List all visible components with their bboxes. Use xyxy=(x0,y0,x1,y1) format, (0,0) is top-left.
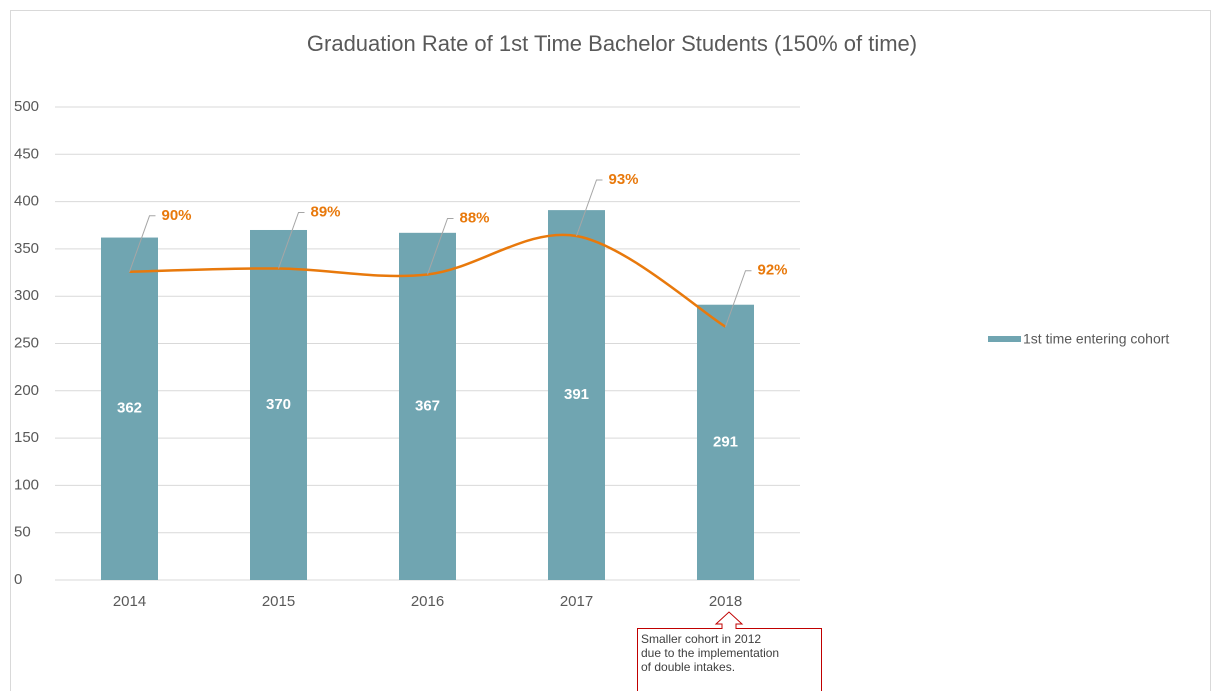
x-tick-label: 2014 xyxy=(113,593,146,610)
y-tick-label: 450 xyxy=(14,145,39,162)
y-tick-label: 250 xyxy=(14,334,39,351)
y-tick-label: 300 xyxy=(14,287,39,304)
annotation-text: due to the implementation xyxy=(641,646,779,660)
line-value-label: 89% xyxy=(311,203,341,220)
annotation-arrow xyxy=(714,611,744,629)
bar xyxy=(399,232,456,580)
line-value-label: 90% xyxy=(162,207,192,224)
bar xyxy=(250,229,307,581)
leader-line xyxy=(278,211,305,269)
y-tick-label: 0 xyxy=(14,571,22,588)
legend-swatch xyxy=(988,336,1021,342)
legend-label: 1st time entering cohort xyxy=(1023,331,1169,347)
chart-border xyxy=(10,10,1211,691)
y-tick-label: 150 xyxy=(14,429,39,446)
y-tick-label: 500 xyxy=(14,98,39,115)
line-value-label: 92% xyxy=(758,262,788,279)
bar-value-label: 370 xyxy=(266,396,291,413)
leader-line xyxy=(576,179,603,237)
bar-value-label: 367 xyxy=(415,397,440,414)
annotation-text: Smaller cohort in 2012 xyxy=(641,632,761,646)
leader-line xyxy=(427,217,454,275)
bar-value-label: 391 xyxy=(564,386,589,403)
leader-line xyxy=(129,215,156,272)
line-value-label: 93% xyxy=(609,171,639,188)
annotation-text: of double intakes. xyxy=(641,660,735,674)
x-tick-label: 2015 xyxy=(262,593,295,610)
bar xyxy=(548,210,605,580)
x-tick-label: 2016 xyxy=(411,593,444,610)
x-tick-label: 2017 xyxy=(560,593,593,610)
y-tick-label: 350 xyxy=(14,240,39,257)
bar-value-label: 291 xyxy=(713,433,738,450)
bar xyxy=(101,237,158,580)
x-tick-label: 2018 xyxy=(709,593,742,610)
y-tick-label: 50 xyxy=(14,524,31,541)
y-tick-label: 200 xyxy=(14,382,39,399)
line-value-label: 88% xyxy=(460,209,490,226)
leader-line xyxy=(725,270,752,327)
bar xyxy=(697,304,754,580)
annotation-box xyxy=(637,628,822,691)
y-tick-label: 400 xyxy=(14,193,39,210)
y-tick-label: 100 xyxy=(14,476,39,493)
bar-value-label: 362 xyxy=(117,400,142,417)
chart-title: Graduation Rate of 1st Time Bachelor Stu… xyxy=(307,31,917,56)
